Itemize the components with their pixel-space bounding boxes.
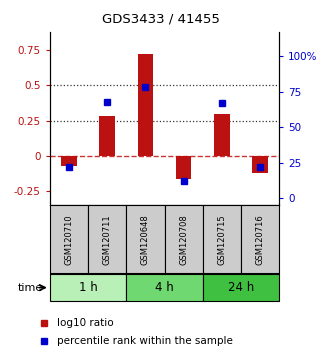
Bar [100, 116, 115, 156]
Text: log10 ratio: log10 ratio [57, 318, 114, 327]
Text: GSM120715: GSM120715 [217, 215, 226, 265]
Text: GSM120648: GSM120648 [141, 215, 150, 265]
Bar [88, 205, 126, 274]
Bar [61, 156, 76, 166]
Bar [164, 205, 203, 274]
Text: GDS3433 / 41455: GDS3433 / 41455 [101, 12, 220, 25]
Text: 1 h: 1 h [79, 281, 97, 294]
Bar [241, 205, 279, 274]
Bar [138, 55, 153, 156]
Text: percentile rank within the sample: percentile rank within the sample [57, 336, 233, 346]
Bar [50, 205, 88, 274]
Bar [203, 205, 241, 274]
Bar [50, 274, 126, 301]
Bar [176, 156, 191, 178]
Bar [126, 205, 164, 274]
Text: GSM120711: GSM120711 [103, 215, 112, 265]
Text: GSM120716: GSM120716 [256, 215, 265, 265]
Bar [214, 114, 230, 156]
Text: GSM120710: GSM120710 [65, 215, 74, 265]
Text: time: time [18, 282, 43, 293]
Text: GSM120708: GSM120708 [179, 215, 188, 265]
Text: 24 h: 24 h [228, 281, 254, 294]
Bar [126, 274, 203, 301]
Bar [253, 156, 268, 173]
Bar [203, 274, 279, 301]
Text: 4 h: 4 h [155, 281, 174, 294]
